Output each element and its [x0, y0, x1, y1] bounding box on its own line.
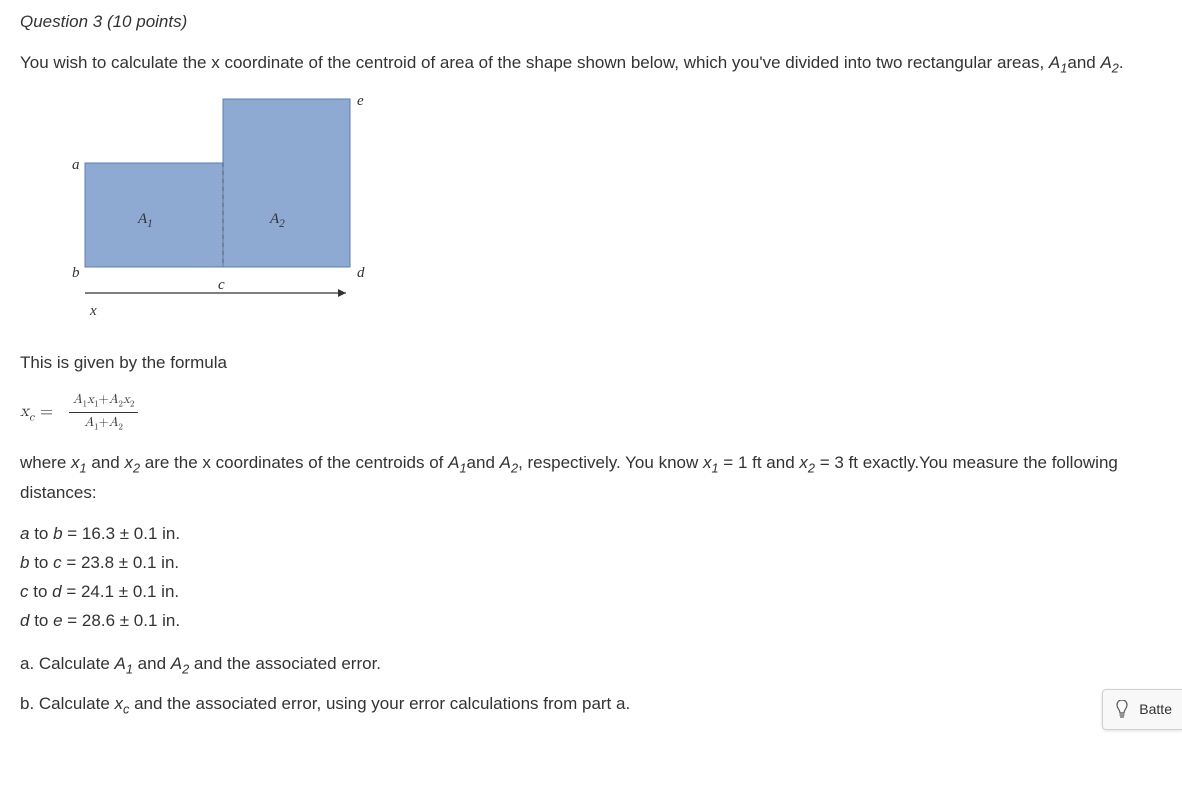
where-x1: x	[71, 453, 80, 472]
where-x2: x	[124, 453, 133, 472]
formula-denominator: A1+A2	[69, 413, 139, 435]
where-p3: are the x coordinates of the centroids o…	[140, 453, 448, 472]
intro-text-1: You wish to calculate the x coordinate o…	[20, 53, 1049, 72]
where-a2sub: 2	[511, 461, 518, 476]
question-title: Question 3 (10 points)	[20, 8, 1162, 35]
den-2: 2	[118, 423, 123, 432]
where-x1sub: 1	[80, 461, 87, 476]
battery-widget[interactable]: Batte	[1102, 689, 1182, 729]
part-b-label: b. Calculate	[20, 694, 115, 713]
den-plus: +	[99, 416, 109, 429]
where-x1bsub: 1	[711, 461, 718, 476]
fig-label-a2: A2	[270, 207, 285, 233]
where-p2: and	[87, 453, 125, 472]
where-x2sub: 2	[133, 461, 140, 476]
m1-r: b	[53, 524, 62, 543]
den-a1: A	[84, 416, 94, 429]
measurement-ab: a to b = 16.3 ± 0.1 in.	[20, 520, 1162, 549]
part-a-tail: and the associated error.	[189, 654, 381, 673]
battery-icon	[1115, 700, 1129, 718]
formula-eq: =	[34, 403, 59, 420]
fig-label-x: x	[90, 299, 97, 323]
part-b-tail: and the associated error, using your err…	[129, 694, 630, 713]
num-x1: x	[87, 393, 94, 406]
m3-v: = 24.1 ± 0.1 in.	[62, 582, 180, 601]
part-a-a1sub: 1	[126, 661, 133, 676]
fig-a1-sub: 1	[147, 218, 153, 230]
m2-m: to	[29, 553, 53, 572]
num-a2: A	[109, 393, 119, 406]
m4-m: to	[29, 611, 53, 630]
fig-a2-sub: 2	[279, 218, 285, 230]
part-a-a1: A	[115, 654, 126, 673]
fig-label-a: a	[72, 153, 80, 177]
m3-m: to	[29, 582, 53, 601]
where-a1: A	[448, 453, 459, 472]
intro-a1: A	[1049, 53, 1060, 72]
part-a-a2: A	[171, 654, 182, 673]
part-a-mid: and	[133, 654, 171, 673]
num-2b: 2	[130, 400, 135, 409]
fig-a2-letter: A	[270, 211, 279, 227]
formula-numerator: A1x1+A2x2	[69, 390, 139, 413]
measurements-list: a to b = 16.3 ± 0.1 in. b to c = 23.8 ± …	[20, 520, 1162, 636]
m4-r: e	[53, 611, 62, 630]
num-a1: A	[73, 393, 83, 406]
m1-m: to	[29, 524, 53, 543]
part-a-label: a. Calculate	[20, 654, 115, 673]
centroid-formula: xc = A1x1+A2x2 A1+A2	[20, 390, 1162, 435]
intro-a2: A	[1100, 53, 1111, 72]
where-p6: = 1 ft and	[719, 453, 800, 472]
m3-r: d	[52, 582, 61, 601]
part-a: a. Calculate A1 and A2 and the associate…	[20, 650, 1162, 680]
m3-l: c	[20, 582, 29, 601]
intro-period: .	[1119, 53, 1124, 72]
where-p4: and	[467, 453, 500, 472]
m2-v: = 23.8 ± 0.1 in.	[62, 553, 180, 572]
intro-and: and	[1067, 53, 1100, 72]
fig-a1-letter: A	[138, 211, 147, 227]
where-x2b: x	[799, 453, 808, 472]
measurement-de: d to e = 28.6 ± 0.1 in.	[20, 607, 1162, 636]
fig-label-e: e	[357, 89, 364, 113]
part-b-xc: x	[115, 694, 124, 713]
fig-label-a1: A1	[138, 207, 153, 233]
formula-x: x	[20, 403, 29, 420]
where-text: where x1 and x2 are the x coordinates of…	[20, 449, 1162, 506]
where-x2bsub: 2	[808, 461, 815, 476]
centroid-figure: a b c d e x A1 A2	[50, 89, 410, 329]
num-x2: x	[123, 393, 130, 406]
den-a2: A	[109, 416, 119, 429]
where-a2: A	[500, 453, 511, 472]
fig-label-b: b	[72, 261, 80, 285]
part-b: b. Calculate xc and the associated error…	[20, 690, 1162, 720]
where-a1sub: 1	[459, 461, 466, 476]
fig-label-c: c	[218, 273, 225, 297]
question-intro: You wish to calculate the x coordinate o…	[20, 49, 1162, 79]
measurement-bc: b to c = 23.8 ± 0.1 in.	[20, 549, 1162, 578]
where-p5: , respectively. You know	[518, 453, 703, 472]
m2-r: c	[53, 553, 62, 572]
fig-label-d: d	[357, 261, 365, 285]
m4-v: = 28.6 ± 0.1 in.	[63, 611, 181, 630]
measurement-cd: c to d = 24.1 ± 0.1 in.	[20, 578, 1162, 607]
battery-label: Batte	[1139, 698, 1172, 720]
intro-a2-sub: 2	[1112, 61, 1119, 76]
m1-v: = 16.3 ± 0.1 in.	[63, 524, 181, 543]
num-plus: +	[99, 393, 109, 406]
where-p1: where	[20, 453, 71, 472]
formula-lead: This is given by the formula	[20, 349, 1162, 376]
